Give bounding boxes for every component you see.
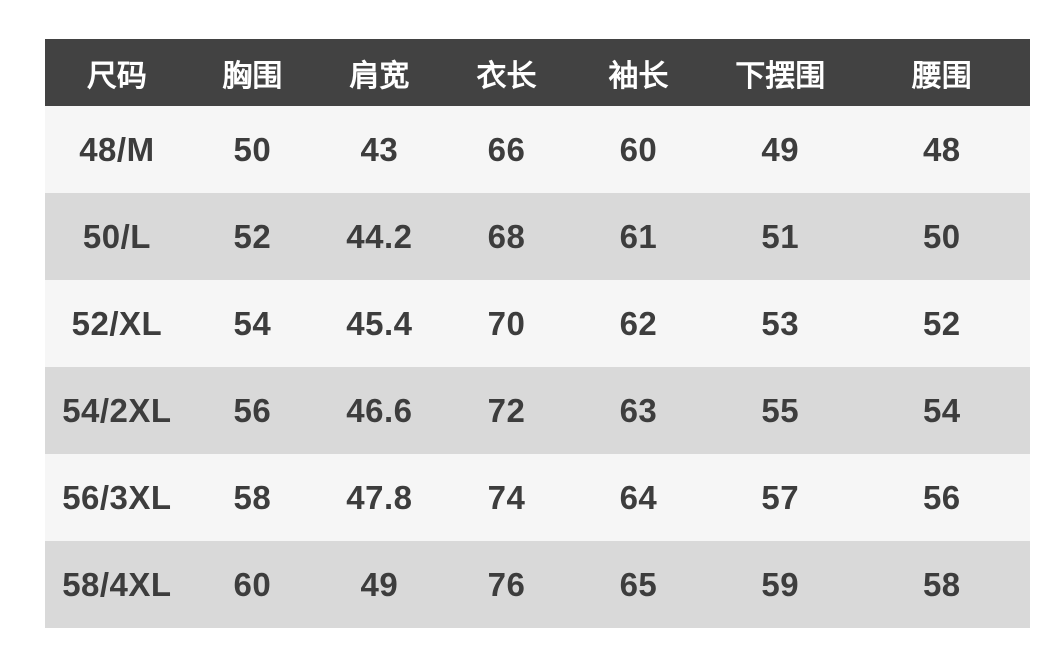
cell-shoulder: 44.2 xyxy=(346,217,413,255)
cell-length: 72 xyxy=(487,391,526,429)
cell-hem: 51 xyxy=(761,217,800,255)
table-row-54-2xl: 54/2XL 56 46.6 72 63 55 54 xyxy=(45,367,1030,454)
cell-hem: 53 xyxy=(761,304,800,342)
cell-shoulder: 45.4 xyxy=(346,304,413,342)
cell-chest: 54 xyxy=(233,304,272,342)
column-header-shoulder: 肩宽 xyxy=(315,39,443,106)
table-row-52xl: 52/XL 54 45.4 70 62 53 52 xyxy=(45,280,1030,367)
cell-sleeve: 63 xyxy=(619,391,658,429)
cell-sleeve: 61 xyxy=(619,217,658,255)
header-row: 尺码 胸围 肩宽 衣长 袖长 下摆围 腰围 xyxy=(45,39,1030,106)
cell-waist: 52 xyxy=(922,304,961,342)
cell-waist: 56 xyxy=(922,478,961,516)
cell-chest: 56 xyxy=(233,391,272,429)
column-header-chest: 胸围 xyxy=(188,39,316,106)
cell-waist: 58 xyxy=(922,565,961,603)
cell-length: 68 xyxy=(487,217,526,255)
table-row-58-4xl: 58/4XL 60 49 76 65 59 58 xyxy=(45,541,1030,628)
column-header-hem: 下摆围 xyxy=(706,39,854,106)
cell-sleeve: 65 xyxy=(619,565,658,603)
table-row-50l: 50/L 52 44.2 68 61 51 50 xyxy=(45,193,1030,280)
column-header-length: 衣长 xyxy=(442,39,570,106)
cell-shoulder: 49 xyxy=(360,565,399,603)
cell-sleeve: 64 xyxy=(619,478,658,516)
cell-hem: 59 xyxy=(761,565,800,603)
cell-size: 54/2XL xyxy=(62,391,172,429)
column-header-waist: 腰围 xyxy=(853,39,1030,106)
cell-sleeve: 62 xyxy=(619,304,658,342)
cell-size: 48/M xyxy=(79,130,155,168)
cell-hem: 57 xyxy=(761,478,800,516)
column-header-size: 尺码 xyxy=(45,39,189,106)
cell-size: 50/L xyxy=(82,217,151,255)
cell-shoulder: 46.6 xyxy=(346,391,413,429)
cell-shoulder: 47.8 xyxy=(346,478,413,516)
cell-chest: 52 xyxy=(233,217,272,255)
cell-waist: 48 xyxy=(922,130,961,168)
cell-length: 66 xyxy=(487,130,526,168)
cell-chest: 60 xyxy=(233,565,272,603)
cell-shoulder: 43 xyxy=(360,130,399,168)
cell-size: 56/3XL xyxy=(62,478,172,516)
cell-length: 70 xyxy=(487,304,526,342)
cell-length: 74 xyxy=(487,478,526,516)
table-row-48m: 48/M 50 43 66 60 49 48 xyxy=(45,106,1030,193)
cell-sleeve: 60 xyxy=(619,130,658,168)
cell-size: 58/4XL xyxy=(62,565,172,603)
cell-chest: 50 xyxy=(233,130,272,168)
column-header-sleeve: 袖长 xyxy=(569,39,707,106)
cell-size: 52/XL xyxy=(71,304,163,342)
cell-chest: 58 xyxy=(233,478,272,516)
cell-hem: 49 xyxy=(761,130,800,168)
cell-hem: 55 xyxy=(761,391,800,429)
cell-waist: 54 xyxy=(922,391,961,429)
table-row-56-3xl: 56/3XL 58 47.8 74 64 57 56 xyxy=(45,454,1030,541)
cell-waist: 50 xyxy=(922,217,961,255)
cell-length: 76 xyxy=(487,565,526,603)
size-chart-table: 尺码 胸围 肩宽 衣长 袖长 下摆围 腰围 48/M 50 43 66 60 4… xyxy=(45,39,1030,628)
